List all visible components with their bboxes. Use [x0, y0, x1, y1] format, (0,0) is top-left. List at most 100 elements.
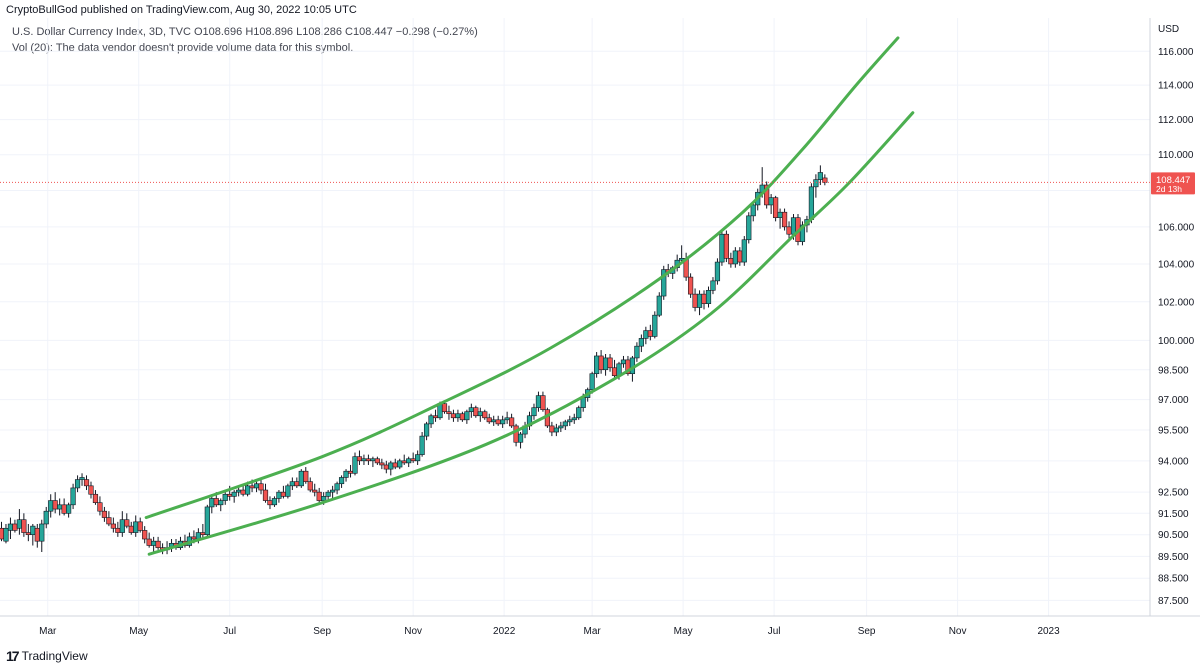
candle-body: [133, 521, 139, 533]
candle-body: [213, 498, 219, 506]
candle-body: [128, 525, 134, 533]
candle-body: [455, 413, 461, 419]
candle-body: [334, 483, 340, 491]
candle: [719, 230, 725, 266]
candle-body: [52, 500, 58, 510]
candle: [43, 506, 49, 529]
candle: [513, 423, 519, 447]
candle: [714, 258, 721, 285]
candle-body: [397, 460, 403, 468]
candle-body: [428, 415, 434, 425]
candle-body: [607, 357, 613, 369]
x-tick-label: Jul: [768, 626, 781, 637]
candle-body: [710, 280, 716, 291]
candle-body: [692, 293, 698, 308]
candle-body: [446, 411, 452, 415]
y-tick-label: 114.000: [1158, 81, 1194, 92]
candle: [661, 265, 667, 300]
candle: [74, 475, 81, 493]
candle-body: [39, 523, 45, 542]
candle: [647, 324, 653, 341]
candle: [356, 450, 363, 465]
candle: [455, 409, 461, 422]
candle: [218, 498, 224, 512]
candle-body: [352, 456, 358, 474]
candle-body: [119, 519, 125, 533]
candle: [428, 413, 434, 428]
candle: [204, 504, 210, 537]
candle: [477, 407, 483, 422]
candle: [258, 479, 264, 495]
candle-body: [57, 504, 63, 510]
candle-body: [719, 233, 725, 263]
candle-body: [12, 523, 18, 531]
candle: [594, 352, 600, 378]
candle-body: [388, 462, 394, 470]
candle: [231, 490, 237, 503]
candle: [750, 201, 756, 222]
candle-body: [656, 295, 662, 316]
candle-body: [477, 411, 483, 417]
candle: [285, 483, 291, 499]
candle-body: [280, 491, 286, 497]
candle: [482, 409, 488, 420]
y-tick-label: 104.000: [1158, 259, 1195, 270]
candle: [361, 454, 367, 465]
candle: [781, 208, 788, 231]
candle: [155, 536, 161, 550]
candle: [374, 456, 380, 465]
candle-body: [0, 527, 5, 540]
candle: [773, 195, 779, 222]
candle-body: [115, 527, 121, 533]
y-tick-label: 87.500: [1158, 596, 1189, 607]
candle-body: [7, 523, 14, 531]
candle: [133, 515, 139, 537]
tradingview-footer: 17 TradingView: [6, 648, 88, 664]
y-tick-label: 95.500: [1158, 425, 1189, 436]
candle: [473, 405, 479, 418]
candle: [602, 354, 609, 376]
y-tick-label: 89.500: [1158, 552, 1189, 563]
candle-body: [294, 481, 300, 487]
candle: [432, 409, 439, 422]
candle: [768, 194, 774, 215]
candle-body: [142, 530, 148, 540]
candle: [12, 519, 18, 533]
candle-body: [513, 425, 519, 443]
candle-body: [705, 290, 712, 304]
y-tick-label: 97.000: [1158, 395, 1189, 406]
candle-body: [101, 510, 108, 518]
candle-body: [643, 330, 649, 339]
candle-body: [271, 498, 278, 506]
candle: [558, 421, 564, 433]
price-chart[interactable]: USD116.000114.000112.000110.000108.00010…: [0, 18, 1200, 646]
candle-body: [289, 481, 295, 487]
tradingview-brand: TradingView: [21, 649, 88, 663]
candle: [34, 523, 40, 548]
candle-body: [549, 425, 555, 433]
candle-body: [361, 458, 367, 462]
candle: [83, 475, 90, 491]
candle: [106, 511, 112, 527]
candle: [128, 521, 134, 535]
candle-body: [222, 493, 228, 501]
candle: [365, 454, 372, 465]
candle: [307, 477, 313, 493]
candle: [777, 208, 783, 229]
candle-body: [701, 293, 707, 304]
candle: [124, 513, 130, 529]
candle: [549, 421, 555, 437]
candle-body: [571, 417, 577, 421]
y-tick-label: 92.500: [1158, 488, 1189, 499]
candle-body: [21, 519, 27, 533]
candle-body: [459, 413, 465, 421]
candle: [446, 405, 452, 420]
candle-body: [124, 519, 130, 527]
candle-body: [356, 456, 363, 462]
y-tick-label: 94.000: [1158, 456, 1189, 467]
candle: [517, 432, 524, 449]
candle: [347, 464, 354, 478]
candle-body: [781, 211, 788, 228]
candle: [486, 413, 492, 424]
candle: [25, 523, 31, 542]
